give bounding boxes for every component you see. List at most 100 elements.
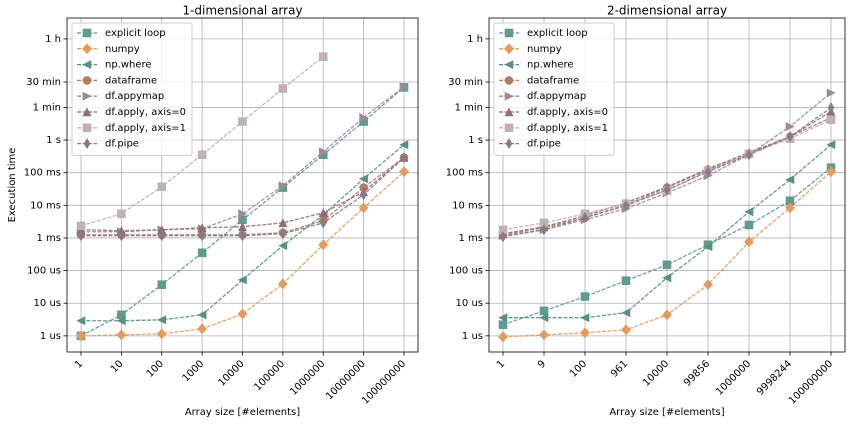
marker — [158, 230, 166, 242]
legend-label: dataframe — [105, 75, 157, 86]
legend-label: df.pipe — [105, 139, 139, 150]
marker — [498, 320, 508, 329]
marker — [319, 217, 327, 229]
x-axis-label: Array size [#elements] — [185, 407, 300, 418]
legend-label: numpy — [527, 44, 562, 55]
marker — [703, 242, 713, 252]
y-tick-label: 30 min — [448, 77, 483, 88]
marker — [157, 315, 167, 325]
marker — [116, 329, 127, 341]
marker — [82, 123, 92, 133]
x-tick-label: 9 — [536, 358, 548, 370]
marker — [197, 310, 207, 320]
marker — [82, 91, 92, 101]
y-tick-label: 10 ms — [30, 200, 61, 211]
legend-label: df.apply, axis=0 — [527, 107, 608, 118]
x-tick-label: 1000 — [181, 358, 207, 384]
marker — [826, 115, 836, 125]
marker — [622, 200, 630, 212]
series-line — [81, 144, 405, 322]
marker — [580, 313, 590, 323]
marker — [197, 150, 207, 160]
series — [76, 166, 409, 342]
marker — [504, 43, 514, 55]
series — [498, 140, 836, 323]
y-tick-label: 1 h — [45, 34, 61, 45]
axes-frame — [66, 17, 419, 353]
x-tick-label: 100 — [568, 358, 589, 379]
legend-marker — [82, 107, 92, 117]
legend-label: explicit loop — [527, 28, 588, 39]
legend-marker — [82, 43, 92, 55]
legend-marker — [82, 76, 92, 85]
y-tick-label: 1 s — [46, 135, 61, 146]
legend-frame — [493, 22, 615, 156]
x-tick-label: 1000000 — [288, 358, 327, 397]
marker — [278, 84, 288, 93]
marker — [744, 236, 754, 248]
y-tick-label: 1 ms — [459, 233, 484, 244]
legend-label: df.apply, axis=1 — [105, 123, 186, 134]
x-tick-label: 100000000 — [787, 358, 835, 406]
y-tick-label: 1 min — [455, 102, 483, 113]
marker — [318, 147, 328, 157]
y-axis-label: Execution time — [7, 148, 18, 223]
marker — [785, 202, 795, 214]
y-tick-label: 100 ms — [24, 168, 61, 179]
marker — [662, 309, 672, 321]
legend-label: df.appymap — [105, 91, 164, 102]
marker — [198, 230, 206, 242]
marker — [827, 102, 835, 114]
y-tick-label: 1 ms — [37, 233, 62, 244]
marker — [197, 248, 207, 258]
legend-frame — [71, 22, 193, 156]
marker — [744, 220, 754, 230]
marker — [785, 175, 795, 185]
legend-marker — [505, 138, 513, 150]
series-line — [502, 92, 832, 237]
series-line — [502, 167, 832, 326]
marker — [704, 166, 712, 178]
marker — [83, 138, 91, 150]
y-tick-label: 100 ms — [446, 168, 483, 179]
legend-label: df.apply, axis=1 — [527, 123, 608, 134]
legend-marker — [504, 107, 514, 117]
marker — [504, 28, 514, 38]
x-tick-label: 9998244 — [755, 358, 794, 397]
x-tick-label: 100 — [145, 358, 166, 379]
series — [499, 102, 835, 243]
marker — [744, 207, 754, 217]
marker — [77, 230, 85, 242]
y-tick-label: 1 s — [468, 135, 483, 146]
chart-title: 2-dimensional array — [607, 4, 727, 18]
marker — [278, 218, 288, 228]
x-tick-label: 10000000 — [324, 358, 368, 402]
marker — [399, 82, 409, 92]
marker — [581, 212, 589, 224]
marker — [358, 202, 369, 214]
legend-label: np.where — [105, 60, 152, 71]
marker — [621, 276, 631, 285]
legend-label: df.appymap — [527, 91, 586, 102]
marker — [621, 324, 631, 336]
marker — [745, 149, 753, 161]
y-tick-label: 100 us — [449, 266, 483, 277]
marker — [277, 278, 288, 290]
marker — [157, 182, 167, 192]
marker — [238, 209, 248, 219]
legend-marker — [504, 123, 514, 133]
marker — [76, 221, 86, 231]
marker — [237, 308, 248, 320]
marker — [504, 91, 514, 101]
marker — [663, 184, 671, 196]
marker — [82, 28, 92, 38]
y-tick-label: 1 us — [40, 331, 61, 342]
marker — [703, 279, 713, 291]
marker — [279, 228, 287, 240]
marker — [540, 224, 548, 236]
y-tick-label: 10 ms — [452, 200, 483, 211]
legend-marker — [82, 123, 92, 133]
chart-title: 1-dimensional array — [182, 4, 302, 18]
x-tick-label: 1000000 — [714, 358, 753, 397]
